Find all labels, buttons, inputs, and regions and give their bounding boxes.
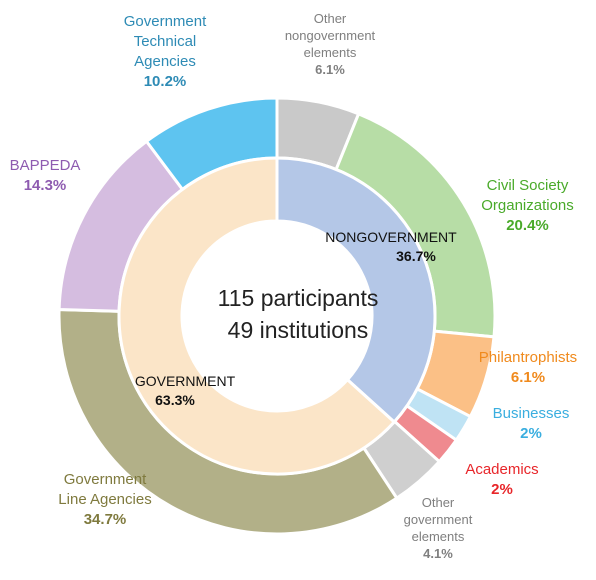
- label-text: Philantrophists: [478, 349, 578, 366]
- label-text: Academics: [465, 461, 539, 478]
- label-value: 6.1%: [315, 62, 345, 77]
- label-text: Government Line Agencies: [58, 471, 152, 508]
- label-value: 2%: [520, 425, 542, 442]
- center-institutions: 49 institutions: [227, 317, 369, 343]
- label-text: BAPPEDA: [9, 157, 81, 174]
- label-other-government: Other government elements 4.1%: [368, 494, 508, 562]
- label-value: 20.4%: [506, 217, 549, 234]
- label-philantrophists: Philantrophists 6.1%: [460, 348, 596, 388]
- center-text: 115 participants 49 institutions: [148, 282, 448, 346]
- inner-label-nongovernment: NONGOVERNMENT 36.7%: [306, 228, 476, 266]
- label-civil-society-organizations: Civil Society Organizations 20.4%: [460, 176, 595, 236]
- label-other-nongovernment: Other nongovernment elements 6.1%: [255, 10, 405, 78]
- label-text: Other government elements: [403, 495, 473, 544]
- label-value: 10.2%: [143, 73, 187, 90]
- label-bappeda: BAPPEDA 14.3%: [0, 156, 90, 196]
- inner-label-government: GOVERNMENT 63.3%: [120, 372, 250, 410]
- inner-label-text: GOVERNMENT: [134, 373, 236, 389]
- inner-label-value: 36.7%: [396, 248, 436, 264]
- center-participants: 115 participants: [217, 285, 379, 311]
- label-text: Businesses: [492, 405, 570, 422]
- inner-label-value: 63.3%: [155, 392, 195, 408]
- label-value: 34.7%: [83, 511, 127, 528]
- label-text: Other nongovernment elements: [284, 11, 376, 60]
- label-text: Civil Society Organizations: [481, 177, 574, 214]
- label-text: Government Technical Agencies: [123, 13, 207, 70]
- inner-slice-government: [117, 156, 397, 476]
- label-academics: Academics 2%: [442, 460, 562, 500]
- label-value: 2%: [491, 481, 513, 498]
- label-government-line-agencies: Government Line Agencies 34.7%: [30, 470, 180, 530]
- inner-slice-nongovernment: [275, 156, 437, 425]
- label-businesses: Businesses 2%: [476, 404, 586, 444]
- label-value: 14.3%: [23, 177, 67, 194]
- label-government-technical-agencies: Government Technical Agencies 10.2%: [90, 12, 240, 92]
- label-value: 6.1%: [510, 369, 546, 386]
- label-value: 4.1%: [423, 546, 453, 561]
- inner-label-text: NONGOVERNMENT: [325, 229, 457, 245]
